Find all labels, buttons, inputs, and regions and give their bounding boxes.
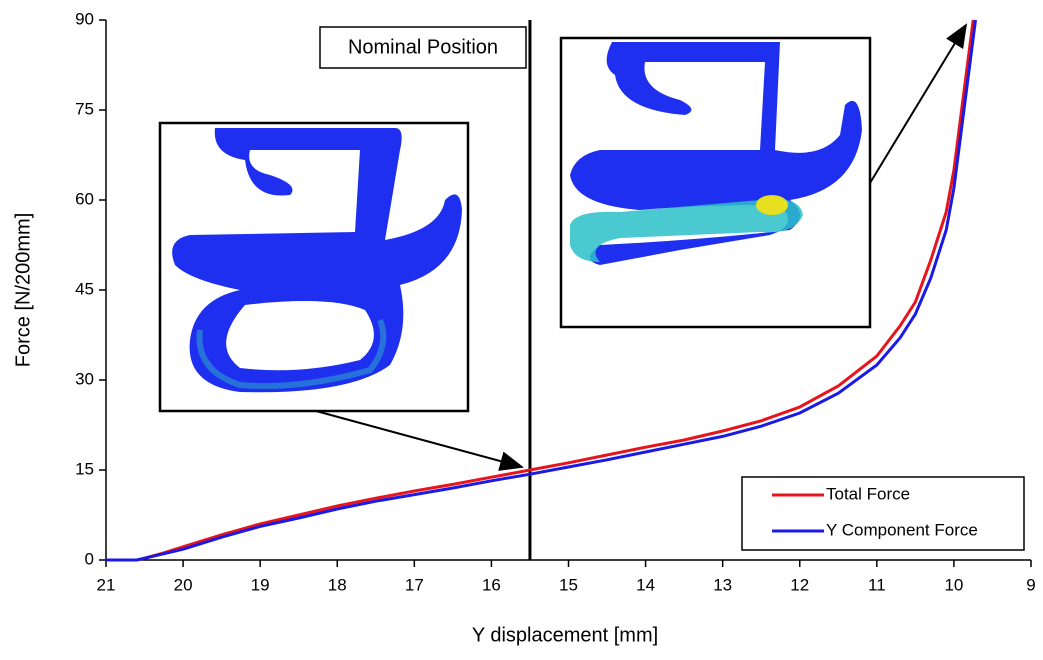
arrow [869,23,968,184]
series-line [106,19,975,562]
inset-stress [196,318,387,389]
x-tick-label: 11 [868,575,886,594]
x-tick-label: 21 [97,575,116,594]
y-tick-label: 0 [85,549,94,568]
x-tick-label: 16 [482,575,501,594]
annotation: Nominal Position [348,36,498,58]
inset-hotspot [756,195,788,215]
x-tick-label: 19 [251,575,270,594]
fea-insets [158,36,872,413]
x-tick-label: 12 [790,575,809,594]
x-tick-label: 13 [713,575,732,594]
y-tick-label: 15 [75,459,94,478]
x-axis-label: Y displacement [mm] [472,624,658,646]
legend-box [741,476,1025,551]
x-tick-label: 15 [559,575,578,594]
x-tick-label: 18 [328,575,347,594]
inset-stress [570,199,803,262]
x-tick-label: 17 [405,575,424,594]
y-tick-label: 90 [75,9,94,28]
y-axis-label: Force [N/200mm] [12,213,34,367]
legend: Total Force Y Component Force [741,476,1025,551]
x-tick-label: 20 [174,575,193,594]
x-tick-label: 9 [1026,575,1035,594]
inset-hole [226,301,374,371]
arrow [315,410,524,471]
y-tick-label: 30 [75,369,94,388]
x-tick-label: 14 [636,575,655,594]
plot-area: 0 15 30 45 60 75 90 21 20 19 18 17 16 15 14 13 12 11 10 9 [75,9,1036,594]
series-line [106,19,977,562]
x-tick-label: 10 [944,575,963,594]
y-tick-label: 75 [75,99,94,118]
y-tick-label: 45 [75,279,94,298]
legend-label: Total Force [826,484,910,503]
annotation-box [319,26,527,69]
y-tick-label: 60 [75,189,94,208]
legend-label: Y Component Force [826,520,978,539]
